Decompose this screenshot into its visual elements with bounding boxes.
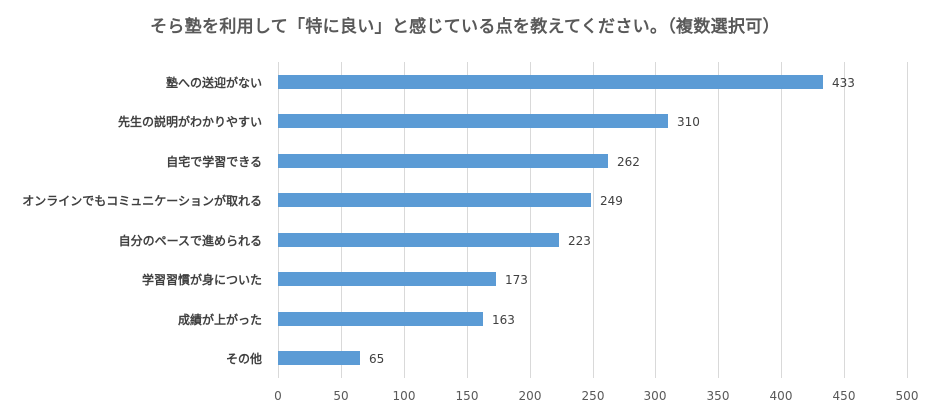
data-label: 262: [617, 154, 640, 169]
x-tick-label: 50: [333, 389, 349, 403]
x-tick-label: 450: [832, 389, 856, 403]
data-label: 249: [600, 194, 623, 209]
gridline: [655, 62, 656, 378]
gridline: [907, 62, 908, 378]
x-tick-label: 300: [643, 389, 667, 403]
x-tick-label: 200: [518, 389, 542, 403]
data-label: 433: [832, 75, 855, 90]
data-label: 65: [369, 352, 385, 367]
bar: [278, 232, 559, 247]
chart-title: そら塾を利用して「特に良い」と感じている点を教えてください。（複数選択可）: [150, 17, 780, 37]
x-tick-label: 150: [455, 389, 479, 403]
gridline: [530, 62, 531, 378]
plot-area: 0 50 100 150 200 250 300 350 400 450 500 433 310 262 2…: [274, 62, 918, 403]
gridline: [781, 62, 782, 378]
data-label: 223: [568, 233, 591, 248]
gridline: [341, 62, 342, 378]
bar: [278, 153, 608, 168]
gridline: [404, 62, 405, 378]
gridline: [278, 62, 279, 378]
category-label: 先生の説明がわかりやすい: [117, 115, 262, 130]
bar: [278, 74, 823, 89]
bar: [278, 311, 483, 326]
x-tick-label: 250: [581, 389, 605, 403]
data-label: 163: [492, 312, 515, 327]
gridline: [844, 62, 845, 378]
category-label: 自宅で学習できる: [166, 154, 262, 169]
data-label: 173: [505, 273, 528, 288]
category-label: 塾への送迎がない: [165, 75, 262, 90]
x-tick-label: 0: [274, 389, 282, 403]
gridline: [467, 62, 468, 378]
category-label: 学習習慣が身についた: [141, 273, 262, 288]
bar: [278, 193, 591, 208]
gridline: [593, 62, 594, 378]
x-tick-label: 400: [769, 389, 793, 403]
bar: [278, 272, 496, 287]
x-tick-label: 350: [706, 389, 730, 403]
category-label: オンラインでもコミュニケーションが取れる: [22, 194, 262, 209]
x-tick-label: 500: [895, 389, 919, 403]
category-label: 自分のペースで進められる: [118, 233, 262, 248]
category-label: その他: [225, 352, 262, 367]
x-tick-label: 100: [392, 389, 416, 403]
data-label: 310: [677, 115, 700, 130]
category-label: 成績が上がった: [177, 312, 262, 327]
bar: [278, 351, 360, 366]
bar: [278, 114, 668, 129]
gridline: [718, 62, 719, 378]
